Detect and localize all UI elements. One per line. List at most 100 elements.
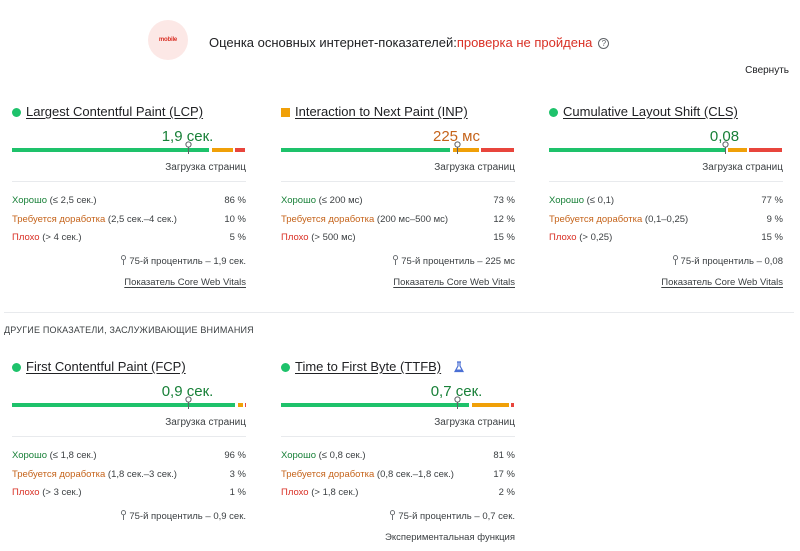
row-percent: 2 % [498,487,515,498]
distribution-row: Плохо (> 4 сек.) 5 % [12,232,246,243]
row-category: Хорошо [281,195,316,206]
card-divider [281,436,515,437]
row-category: Требуется доработка [281,213,375,225]
mobile-device-icon: mobile [148,20,188,60]
pin-icon [392,255,399,265]
bar-segment-r [235,148,245,152]
row-category: Требуется доработка [549,213,643,225]
distribution-bar [281,141,515,154]
row-percent: 9 % [766,213,783,225]
row-range: (200 мс–500 мс) [376,213,449,225]
percentile-marker-icon [721,141,730,154]
percentile-marker-icon [453,396,462,409]
row-range: (> 0,25) [579,232,613,243]
row-percent: 17 % [493,468,515,480]
row-range: (≤ 0,1) [586,195,615,206]
row-percent: 73 % [493,195,515,206]
bar-segment-g [281,148,450,152]
row-range: (0,8 сек.–1,8 сек.) [376,468,454,480]
metric-title-link[interactable]: Cumulative Layout Shift (CLS) [563,104,738,119]
bar-segment-r [511,403,514,407]
row-category: Плохо [281,487,309,498]
bar-segment-g [12,403,235,407]
row-category: Требуется доработка [281,468,375,480]
bar-segment-y [212,148,234,152]
percentile-marker-icon [184,141,193,154]
row-range: (≤ 1,8 сек.) [49,450,97,461]
distribution-row: Требуется доработка (0,1–0,25) 9 % [549,214,783,225]
row-range: (≤ 0,8 сек.) [318,450,366,461]
distribution-row: Хорошо (≤ 0,8 сек.) 81 % [281,450,515,461]
card-divider [12,181,246,182]
row-percent: 81 % [493,450,515,461]
percentile-marker-icon [184,396,193,409]
other-metrics-heading: ДРУГИЕ ПОКАЗАТЕЛИ, ЗАСЛУЖИВАЮЩИЕ ВНИМАНИ… [4,325,254,335]
distribution-row: Требуется доработка (0,8 сек.–1,8 сек.) 1… [281,469,515,480]
row-category: Плохо [12,487,40,498]
bar-segment-y [471,403,510,407]
row-range: (> 1,8 сек.) [311,487,359,498]
help-icon[interactable]: ? [598,38,610,49]
distribution-bar [12,141,246,154]
distribution-row: Плохо (> 1,8 сек.) 2 % [281,487,515,498]
section-divider [4,312,794,313]
row-percent: 5 % [229,232,246,243]
row-percent: 15 % [761,232,783,243]
distribution-row: Требуется доработка (1,8 сек.–3 сек.) 3 % [12,469,246,480]
good-dot-icon [281,363,290,372]
row-percent: 96 % [224,450,246,461]
card-divider [12,436,246,437]
metric-title-link[interactable]: Largest Contentful Paint (LCP) [26,104,204,119]
good-dot-icon [12,363,21,372]
core-web-vitals-link[interactable]: Показатель Core Web Vitals [661,277,783,288]
metric-value: 0,7 сек. [430,383,483,400]
percentile-text: 75-й процентиль – 225 мс [401,256,515,267]
metric-label: Загрузка страниц [165,162,246,173]
row-category: Хорошо [281,450,316,461]
distribution-row: Плохо (> 3 сек.) 1 % [12,487,246,498]
percentile-text: 75-й процентиль – 0,08 [680,256,783,267]
row-category: Хорошо [12,450,47,461]
metric-title-link[interactable]: First Contentful Paint (FCP) [26,359,186,374]
core-web-vitals-link[interactable]: Показатель Core Web Vitals [393,277,515,288]
logo-text: mobile [158,37,178,43]
pin-icon [389,510,396,520]
row-category: Хорошо [549,195,584,206]
distribution-row: Хорошо (≤ 1,8 сек.) 96 % [12,450,246,461]
assessment-title: Оценка основных интернет-показателей:про… [209,35,610,50]
core-web-vitals-link[interactable]: Показатель Core Web Vitals [124,277,246,288]
row-percent: 77 % [761,195,783,206]
bar-segment-y [728,148,748,152]
row-category: Требуется доработка [12,213,106,225]
metric-value: 0,08 [709,128,740,145]
pin-icon [120,510,127,520]
bar-segment-g [281,403,469,407]
bar-segment-r [749,148,782,152]
row-category: Плохо [281,232,309,243]
collapse-button[interactable]: Свернуть [745,65,789,76]
row-range: (1,8 сек.–3 сек.) [107,468,177,480]
percentile-75: 75-й процентиль – 225 мс [392,255,515,267]
percentile-75: 75-й процентиль – 0,9 сек. [120,510,246,522]
percentile-text: 75-й процентиль – 1,9 сек. [129,256,246,267]
row-range: (≤ 2,5 сек.) [49,195,97,206]
metric-label: Загрузка страниц [702,162,783,173]
row-percent: 10 % [224,213,246,225]
row-category: Требуется доработка [12,468,106,480]
pin-icon [120,255,127,265]
row-category: Хорошо [12,195,47,206]
distribution-row: Хорошо (≤ 200 мс) 73 % [281,195,515,206]
metric-label: Загрузка страниц [165,417,246,428]
metric-title-link[interactable]: Interaction to Next Paint (INP) [295,104,468,119]
assessment-header: mobile Оценка основных интернет-показате… [0,20,800,64]
metric-value: 1,9 сек. [161,128,214,145]
percentile-75: 75-й процентиль – 0,7 сек. [389,510,515,522]
bar-segment-g [12,148,210,152]
metric-title-link[interactable]: Time to First Byte (TTFB) [295,359,442,374]
card-divider [549,181,783,182]
bar-segment-r [244,403,246,407]
metric-value: 0,9 сек. [161,383,214,400]
metric-label: Загрузка страниц [434,417,515,428]
row-category: Плохо [549,232,577,243]
distribution-row: Требуется доработка (200 мс–500 мс) 12 % [281,214,515,225]
